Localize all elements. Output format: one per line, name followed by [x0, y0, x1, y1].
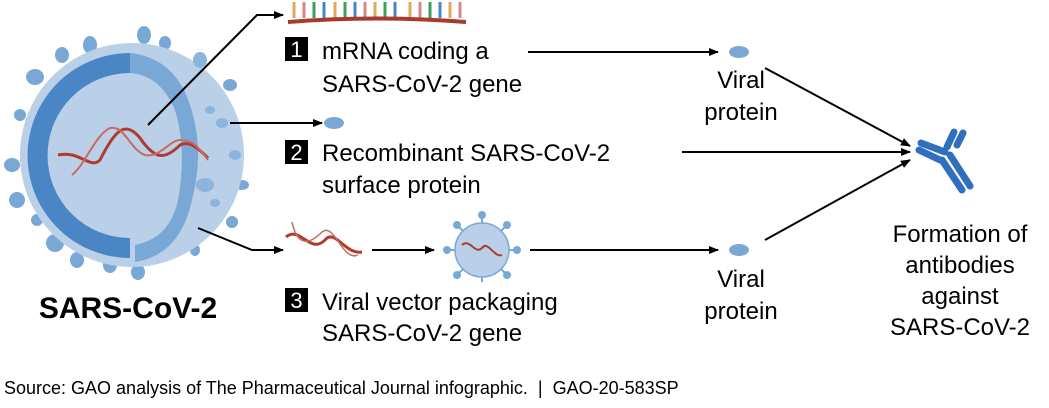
viral-protein-icon [729, 244, 749, 256]
step-2-number: 2 [290, 140, 302, 165]
viral-protein-icon [729, 46, 749, 58]
cut-shell [130, 53, 199, 262]
result-line-3: against [921, 283, 999, 310]
rna-helix-icon [57, 126, 210, 176]
step-2-line-2: surface protein [322, 172, 481, 199]
dna-gene-icon [285, 221, 363, 257]
step-3-badge [285, 288, 308, 312]
viral-protein-label-1b: protein [704, 99, 777, 126]
step-2-badge [285, 140, 308, 164]
step-1-line-2: SARS-CoV-2 gene [322, 71, 522, 98]
viral-protein-label-3a: Viral [717, 266, 765, 293]
step-1-number: 1 [290, 37, 302, 62]
step-1-badge [285, 37, 308, 61]
antibody-icon [915, 128, 974, 194]
step-1-line-1: mRNA coding a [322, 38, 489, 65]
flow-arrows [147, 11, 911, 254]
step-2-line-1: Recombinant SARS-CoV-2 [322, 140, 610, 167]
source-note: Source: GAO analysis of The Pharmaceutic… [4, 378, 679, 398]
step-3-number: 3 [290, 288, 302, 313]
virus-label: SARS-CoV-2 [39, 292, 217, 325]
surface-protein-icon [324, 117, 344, 129]
viral-vector-icon [443, 211, 521, 282]
step-3-line-1: Viral vector packaging [322, 289, 558, 316]
sars-cov-2-virus-illustration [4, 26, 249, 280]
result-line-1: Formation of [893, 221, 1028, 248]
mrna-strand-icon [287, 2, 467, 24]
viral-protein-label-3b: protein [704, 298, 777, 325]
result-line-2: antibodies [905, 252, 1014, 279]
outer-shell [27, 53, 131, 258]
result-line-4: SARS-CoV-2 [890, 314, 1030, 341]
viral-protein-label-1a: Viral [717, 67, 765, 94]
step-3-line-2: SARS-CoV-2 gene [322, 320, 522, 347]
